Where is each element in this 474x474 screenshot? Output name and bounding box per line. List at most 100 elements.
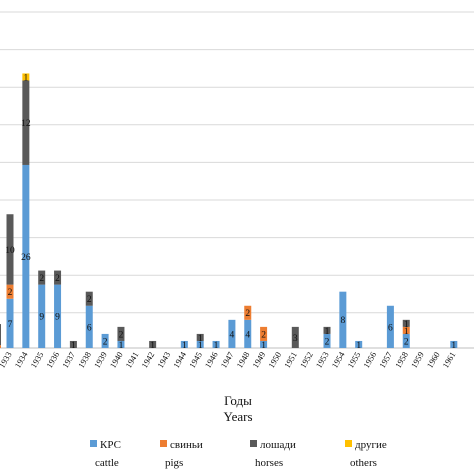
segment-label-horses-1936: 2 bbox=[55, 274, 60, 284]
segment-label-cattle-1945: 1 bbox=[198, 341, 203, 351]
x-tick-1959: 1959 bbox=[409, 350, 426, 370]
x-tick-1956: 1956 bbox=[361, 350, 378, 370]
x-tick-labels: 1933193419351936193719381939194019411942… bbox=[0, 349, 458, 369]
segment-label-cattle-1936: 9 bbox=[55, 313, 60, 323]
x-tick-1949: 1949 bbox=[250, 350, 267, 370]
segment-label-cattle-1949: 1 bbox=[261, 341, 266, 351]
x-tick-1950: 1950 bbox=[266, 350, 283, 370]
segment-label-cattle-1961: 1 bbox=[451, 341, 456, 351]
bar-segment-cattle-1936 bbox=[54, 284, 62, 348]
x-tick-1938: 1938 bbox=[76, 350, 93, 370]
segment-label-horses-1945: 1 bbox=[198, 334, 203, 344]
x-tick-1951: 1951 bbox=[282, 350, 299, 370]
segment-label-pigs-1958: 1 bbox=[404, 327, 409, 337]
x-tick-1943: 1943 bbox=[155, 350, 172, 370]
x-tick-1936: 1936 bbox=[44, 350, 61, 370]
bar-segment-pigs-1932 bbox=[0, 345, 1, 348]
bar-segment-others-1934 bbox=[22, 73, 30, 81]
x-tick-1960: 1960 bbox=[425, 350, 442, 370]
bar-segment-cattle-1958 bbox=[402, 333, 410, 348]
legend-label-others: others bbox=[350, 457, 377, 469]
segment-label-horses-1934: 12 bbox=[21, 119, 31, 129]
segment-label-cattle-1938: 6 bbox=[87, 323, 92, 333]
legend-label-horses-ru: лошади bbox=[260, 439, 296, 451]
bar-segment-cattle-1944 bbox=[180, 340, 188, 348]
bar-segment-cattle-1955 bbox=[355, 340, 363, 348]
segment-label-horses-1937: 1 bbox=[71, 341, 76, 351]
bar-segment-horses-1942 bbox=[149, 340, 157, 348]
x-tick-1935: 1935 bbox=[28, 350, 45, 370]
segment-label-cattle-1958: 2 bbox=[404, 337, 409, 347]
segment-label-cattle-1954: 8 bbox=[340, 316, 345, 326]
legend-label-cattle: cattle bbox=[95, 457, 119, 469]
bar-segment-horses-1936 bbox=[54, 270, 62, 285]
segment-label-cattle-1947: 4 bbox=[230, 330, 235, 340]
x-tick-1944: 1944 bbox=[171, 349, 189, 369]
bar-segment-cattle-1947 bbox=[228, 319, 236, 348]
bar-segment-cattle-1934 bbox=[22, 164, 30, 348]
bar-segment-cattle-1954 bbox=[339, 291, 347, 348]
bar-segment-pigs-1958 bbox=[402, 326, 410, 334]
x-axis-title: Годы bbox=[224, 393, 252, 408]
bar-segment-cattle-1935 bbox=[38, 284, 46, 348]
bar-segment-cattle-1957 bbox=[386, 305, 394, 348]
segment-label-pigs-1933: 2 bbox=[8, 288, 13, 298]
legend: КРС cattle свиньи pigs лошади horses другие oth… bbox=[90, 439, 387, 469]
bar-segment-pigs-1948 bbox=[244, 305, 252, 320]
bar-segment-pigs-1949 bbox=[260, 326, 268, 341]
segment-label-cattle-1948: 4 bbox=[245, 330, 250, 340]
gridlines bbox=[0, 11, 474, 349]
legend-label-pigs: pigs bbox=[165, 457, 183, 469]
segment-label-pigs-1949: 2 bbox=[261, 330, 266, 340]
x-tick-1942: 1942 bbox=[139, 350, 156, 370]
segment-label-horses-1951: 3 bbox=[293, 334, 298, 344]
x-tick-1948: 1948 bbox=[234, 350, 251, 370]
x-tick-1934: 1934 bbox=[12, 349, 30, 369]
bar-segment-horses-1937 bbox=[69, 340, 77, 348]
bar-segment-cattle-1939 bbox=[101, 333, 109, 348]
legend-label-cattle-ru: КРС bbox=[100, 439, 121, 451]
bar-segment-cattle-1961 bbox=[450, 340, 458, 348]
segment-label-cattle-1935: 9 bbox=[39, 313, 44, 323]
x-axis-title-english: Years bbox=[223, 409, 252, 424]
bar-segment-horses-1938 bbox=[85, 291, 93, 306]
x-tick-1952: 1952 bbox=[298, 350, 315, 370]
segment-label-others-1934: 1 bbox=[23, 73, 28, 83]
bar-segment-horses-1940 bbox=[117, 326, 125, 341]
bar-segment-cattle-1946 bbox=[212, 340, 220, 348]
x-tick-1958: 1958 bbox=[393, 350, 410, 370]
legend-label-pigs-ru: свиньи bbox=[170, 439, 203, 451]
x-tick-1961: 1961 bbox=[440, 350, 457, 370]
legend-label-horses: horses bbox=[255, 457, 283, 469]
bar-segment-cattle-1949 bbox=[260, 340, 268, 348]
legend-swatch-horses bbox=[250, 440, 257, 447]
x-tick-1933: 1933 bbox=[0, 350, 14, 370]
segment-label-horses-1940: 2 bbox=[119, 330, 124, 340]
x-tick-1957: 1957 bbox=[377, 350, 394, 370]
bar-segment-cattle-1948 bbox=[244, 319, 252, 348]
segment-label-cattle-1944: 1 bbox=[182, 341, 187, 351]
segment-label-cattle-1957: 6 bbox=[388, 323, 393, 333]
bar-segment-horses-1934 bbox=[22, 80, 30, 165]
legend-swatch-others bbox=[345, 440, 352, 447]
bar-segment-horses-1951 bbox=[291, 326, 299, 348]
legend-swatch-cattle bbox=[90, 440, 97, 447]
x-tick-1953: 1953 bbox=[314, 350, 331, 370]
bar-segment-horses-1953 bbox=[323, 326, 331, 334]
bar-segment-horses-1932 bbox=[0, 324, 1, 346]
segment-label-horses-1942: 1 bbox=[150, 341, 155, 351]
bar-segment-cattle-1945 bbox=[196, 340, 204, 348]
x-tick-1946: 1946 bbox=[203, 350, 220, 370]
bar-segment-horses-1945 bbox=[196, 333, 204, 341]
bar-segment-pigs-1933 bbox=[6, 284, 14, 299]
segment-label-horses-1953: 1 bbox=[325, 327, 330, 337]
bar-segment-cattle-1933 bbox=[6, 298, 14, 348]
segment-label-horses-1935: 2 bbox=[39, 274, 44, 284]
bars bbox=[0, 73, 458, 348]
segment-label-pigs-1948: 2 bbox=[245, 309, 250, 319]
segment-label-cattle-1940: 1 bbox=[119, 341, 124, 351]
segment-label-horses-1938: 2 bbox=[87, 295, 92, 305]
segment-label-horses-1958: 1 bbox=[404, 320, 409, 330]
